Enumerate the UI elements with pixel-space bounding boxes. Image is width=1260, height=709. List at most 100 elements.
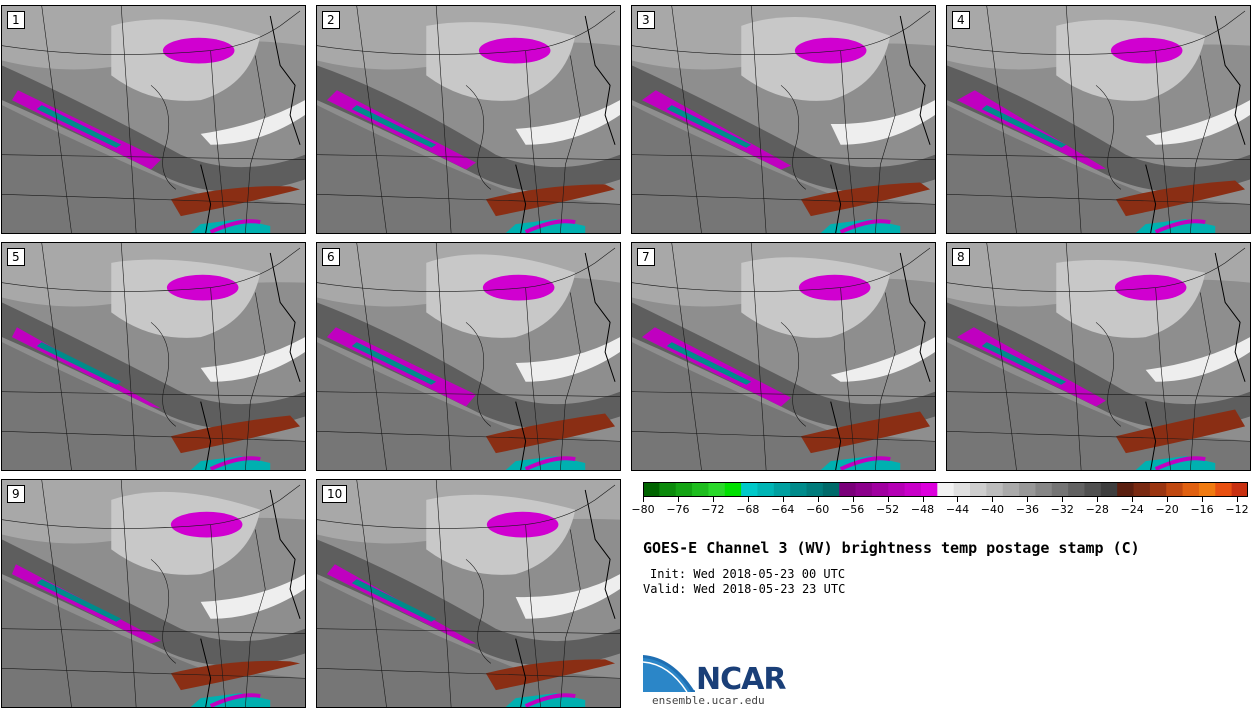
ncar-logo-icon xyxy=(643,652,695,692)
colorbar-tick-mark xyxy=(747,497,749,502)
colorbar-bin xyxy=(1117,482,1135,497)
colorbar-tick-label: −56 xyxy=(841,503,865,516)
colorbar-tick-mark xyxy=(1202,497,1204,502)
postage-stamp-panel: 6 xyxy=(316,242,621,471)
postage-stamp-panel: 4 xyxy=(946,5,1251,234)
init-time: Init: Wed 2018-05-23 00 UTC xyxy=(650,567,846,581)
colorbar-bin xyxy=(822,482,840,497)
colorbar-tick-label: −48 xyxy=(910,503,935,516)
colorbar xyxy=(643,482,1248,497)
panel-label: 7 xyxy=(637,248,655,266)
colorbar-tick-mark xyxy=(992,497,994,502)
colorbar-tick-mark xyxy=(922,497,924,502)
colorbar-tick-mark xyxy=(1237,497,1238,502)
colorbar-bin xyxy=(904,482,922,497)
colorbar-bin xyxy=(1084,482,1102,497)
colorbar-tick-mark xyxy=(643,497,644,502)
colorbar-tick-mark xyxy=(817,497,819,502)
colorbar-tick-label: −52 xyxy=(875,503,900,516)
colorbar-bin xyxy=(888,482,906,497)
colorbar-bin xyxy=(724,482,742,497)
water-vapor-map xyxy=(2,480,305,707)
postage-stamp-panel: 8 xyxy=(946,242,1251,471)
colorbar-tick-label: −16 xyxy=(1190,503,1214,516)
water-vapor-map xyxy=(2,6,305,233)
colorbar-tick-mark xyxy=(1097,497,1099,502)
colorbar-bin xyxy=(1068,482,1085,497)
colorbar-tick-mark xyxy=(957,497,959,502)
colorbar-tick-label: −36 xyxy=(1015,503,1039,516)
colorbar-bin xyxy=(1019,482,1036,497)
colorbar-bin xyxy=(643,482,660,497)
panel-label: 5 xyxy=(7,248,25,266)
colorbar-bin xyxy=(1182,482,1200,497)
colorbar-tick-label: −32 xyxy=(1050,503,1074,516)
colorbar-bin xyxy=(659,482,677,497)
colorbar-bin xyxy=(1002,482,1020,497)
postage-stamp-panel: 3 xyxy=(631,5,936,234)
colorbar-tick-mark xyxy=(1167,497,1169,502)
water-vapor-map xyxy=(947,6,1250,233)
postage-stamp-panel: 1 xyxy=(1,5,306,234)
panel-label: 3 xyxy=(637,11,655,29)
postage-stamp-panel: 2 xyxy=(316,5,621,234)
colorbar-bin xyxy=(773,482,791,497)
ncar-logo-text: NCAR xyxy=(696,662,786,697)
panel-label: 1 xyxy=(7,11,25,29)
colorbar-tick-label: −60 xyxy=(806,503,830,516)
valid-time: Valid: Wed 2018-05-23 23 UTC xyxy=(643,582,846,596)
colorbar-tick-label: −80 xyxy=(631,503,655,516)
colorbar-bin xyxy=(757,482,775,497)
water-vapor-map xyxy=(632,6,935,233)
water-vapor-map xyxy=(317,480,620,707)
colorbar-bin xyxy=(1166,482,1184,497)
colorbar-bin xyxy=(741,482,758,497)
colorbar-bin xyxy=(1035,482,1053,497)
colorbar-tick-label: −20 xyxy=(1155,503,1179,516)
colorbar-bin xyxy=(1215,482,1233,497)
colorbar-bin xyxy=(1231,482,1248,497)
colorbar-tick-label: −44 xyxy=(945,503,970,516)
water-vapor-map xyxy=(632,243,935,470)
colorbar-bin xyxy=(839,482,857,497)
postage-stamp-panel: 7 xyxy=(631,242,936,471)
colorbar-bin xyxy=(790,482,808,497)
water-vapor-map xyxy=(2,243,305,470)
colorbar-bin xyxy=(871,482,889,497)
colorbar-tick-label: −12 xyxy=(1225,503,1249,516)
colorbar-tick-label: −72 xyxy=(701,503,725,516)
panel-label: 10 xyxy=(322,485,348,503)
colorbar-bin xyxy=(806,482,824,497)
colorbar-bin xyxy=(855,482,873,497)
colorbar-tick-mark xyxy=(782,497,784,502)
colorbar-bin xyxy=(986,482,1004,497)
colorbar-tick-label: −24 xyxy=(1120,503,1144,516)
colorbar-tick-mark xyxy=(1062,497,1064,502)
panel-label: 9 xyxy=(7,485,25,503)
colorbar-tick-label: −68 xyxy=(736,503,760,516)
colorbar-tick-mark xyxy=(1027,497,1029,502)
colorbar-tick-mark xyxy=(1132,497,1134,502)
postage-stamp-panel: 9 xyxy=(1,479,306,708)
water-vapor-map xyxy=(947,243,1250,470)
postage-stamp-panel: 10 xyxy=(316,479,621,708)
colorbar-bin xyxy=(920,482,938,497)
chart-title: GOES-E Channel 3 (WV) brightness temp po… xyxy=(643,539,1140,557)
water-vapor-map xyxy=(317,243,620,470)
colorbar-bin xyxy=(1149,482,1167,497)
colorbar-bin xyxy=(1198,482,1216,497)
panel-label: 4 xyxy=(952,11,970,29)
colorbar-tick-mark xyxy=(677,497,679,502)
website-url: ensemble.ucar.edu xyxy=(652,694,765,707)
colorbar-bin xyxy=(937,482,955,497)
colorbar-bin xyxy=(675,482,693,497)
colorbar-bin xyxy=(970,482,987,497)
colorbar-tick-mark xyxy=(712,497,714,502)
colorbar-tick-label: −64 xyxy=(771,503,795,516)
postage-stamp-panel: 5 xyxy=(1,242,306,471)
colorbar-bin xyxy=(1133,482,1151,497)
colorbar-bin xyxy=(1051,482,1069,497)
colorbar-tick-mark xyxy=(852,497,854,502)
panel-label: 8 xyxy=(952,248,970,266)
colorbar-bin xyxy=(708,482,726,497)
